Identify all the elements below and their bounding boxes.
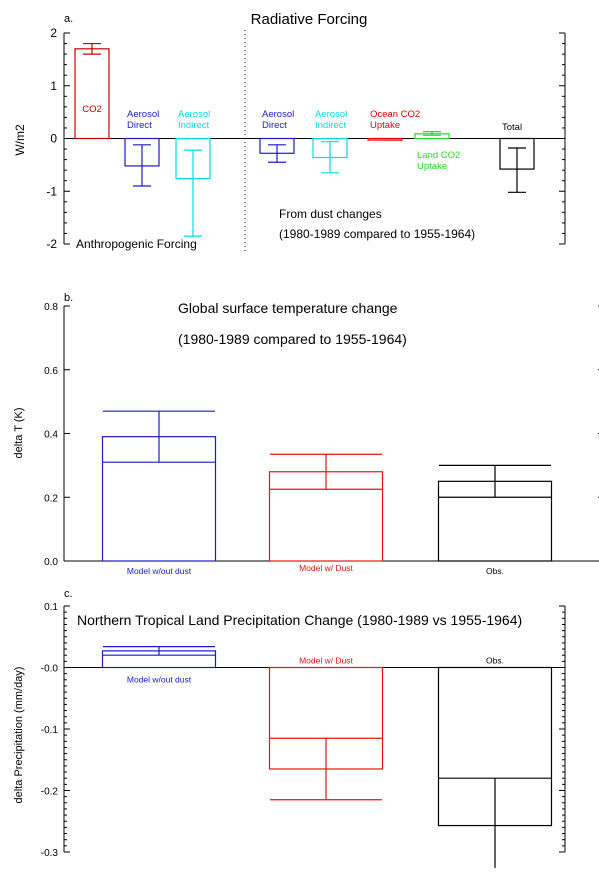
- panel-c-ytick-label: -0.3: [41, 848, 59, 859]
- panel-c-ytick-label: -0.0: [41, 664, 59, 675]
- panel-a-bar: [74, 48, 110, 140]
- panel-b-ytick-label: 0.4: [44, 430, 58, 441]
- panel-a-right-group-label-2: (1980-1989 compared to 1955-1964): [279, 227, 475, 241]
- panel-a-bar-label: Uptake: [370, 120, 400, 131]
- panel-b: b. Global surface temperature change (19…: [13, 292, 599, 576]
- panel-c: c. Northern Tropical Land Precipitation …: [13, 588, 566, 873]
- panel-a-title: Radiative Forcing: [251, 11, 368, 28]
- panel-c-label: c.: [64, 588, 73, 600]
- panel-a-bar-label: Direct: [127, 120, 152, 131]
- panel-a-bar-label: Direct: [262, 120, 287, 131]
- panel-c-ytick-label: -0.2: [41, 787, 59, 798]
- panel-a-bar-label: CO2: [82, 104, 102, 115]
- panel-b-category-label: Model w/out dust: [127, 566, 192, 576]
- panel-b-category-label: Model w/ Dust: [299, 563, 353, 573]
- panel-a-bar-label: Aerosol: [178, 109, 210, 120]
- panel-c-category-label: Model w/ Dust: [299, 656, 353, 666]
- panel-c-category-label: Model w/out dust: [127, 675, 192, 685]
- panel-b-ylabel: delta T (K): [13, 408, 25, 459]
- panel-a-bar-label: Land CO2: [417, 150, 460, 161]
- panel-b-subtitle: (1980-1989 compared to 1955-1964): [178, 331, 407, 347]
- panel-a-bar-label: Aerosol: [262, 109, 294, 120]
- panel-a-ylabel: W/m2: [13, 124, 27, 156]
- panel-a-bar: [367, 137, 403, 141]
- panel-a-ytick-label: -1: [46, 184, 57, 198]
- panel-a-label: a.: [64, 13, 73, 25]
- panel-a-ytick-label: 1: [50, 79, 57, 93]
- panel-b-ytick-label: 0.8: [44, 302, 58, 313]
- panel-a-left-group-label: Anthropogenic Forcing: [76, 237, 197, 251]
- panel-a-bar-label: Indirect: [315, 120, 347, 131]
- panel-b-ytick-label: 0.2: [44, 493, 58, 504]
- panel-b-ytick-label: 0.0: [44, 557, 58, 568]
- panel-a-ytick-label: -2: [46, 237, 57, 251]
- panel-a-bar-label: Aerosol: [127, 109, 159, 120]
- panel-c-title: Northern Tropical Land Precipitation Cha…: [77, 612, 522, 628]
- panel-b-ytick-label: 0.6: [44, 366, 58, 377]
- panel-c-ytick-label: -0.1: [41, 725, 59, 736]
- panel-a-bar-label: Total: [502, 122, 522, 133]
- panel-a-ytick-label: 0: [50, 132, 57, 146]
- panel-c-category-label: Obs.: [486, 656, 504, 666]
- panel-c-ylabel: delta Precipitation (mm/day): [13, 667, 25, 804]
- panel-a-bar-label: Uptake: [417, 161, 447, 172]
- panel-a-right-group-label-1: From dust changes: [279, 207, 382, 221]
- panel-b-title: Global surface temperature change: [178, 300, 398, 316]
- panel-b-category-label: Obs.: [486, 566, 504, 576]
- panel-a-bar-label: Aerosol: [315, 109, 347, 120]
- panel-a-bar-label: Indirect: [178, 120, 210, 131]
- panel-c-ytick-label: 0.1: [44, 602, 58, 613]
- panel-a: a. Radiative Forcing W/m2 Anthropogenic …: [13, 11, 566, 252]
- panel-b-label: b.: [64, 292, 73, 304]
- panel-a-ytick-label: 2: [50, 26, 57, 40]
- panel-a-bar-label: Ocean CO2: [370, 109, 420, 120]
